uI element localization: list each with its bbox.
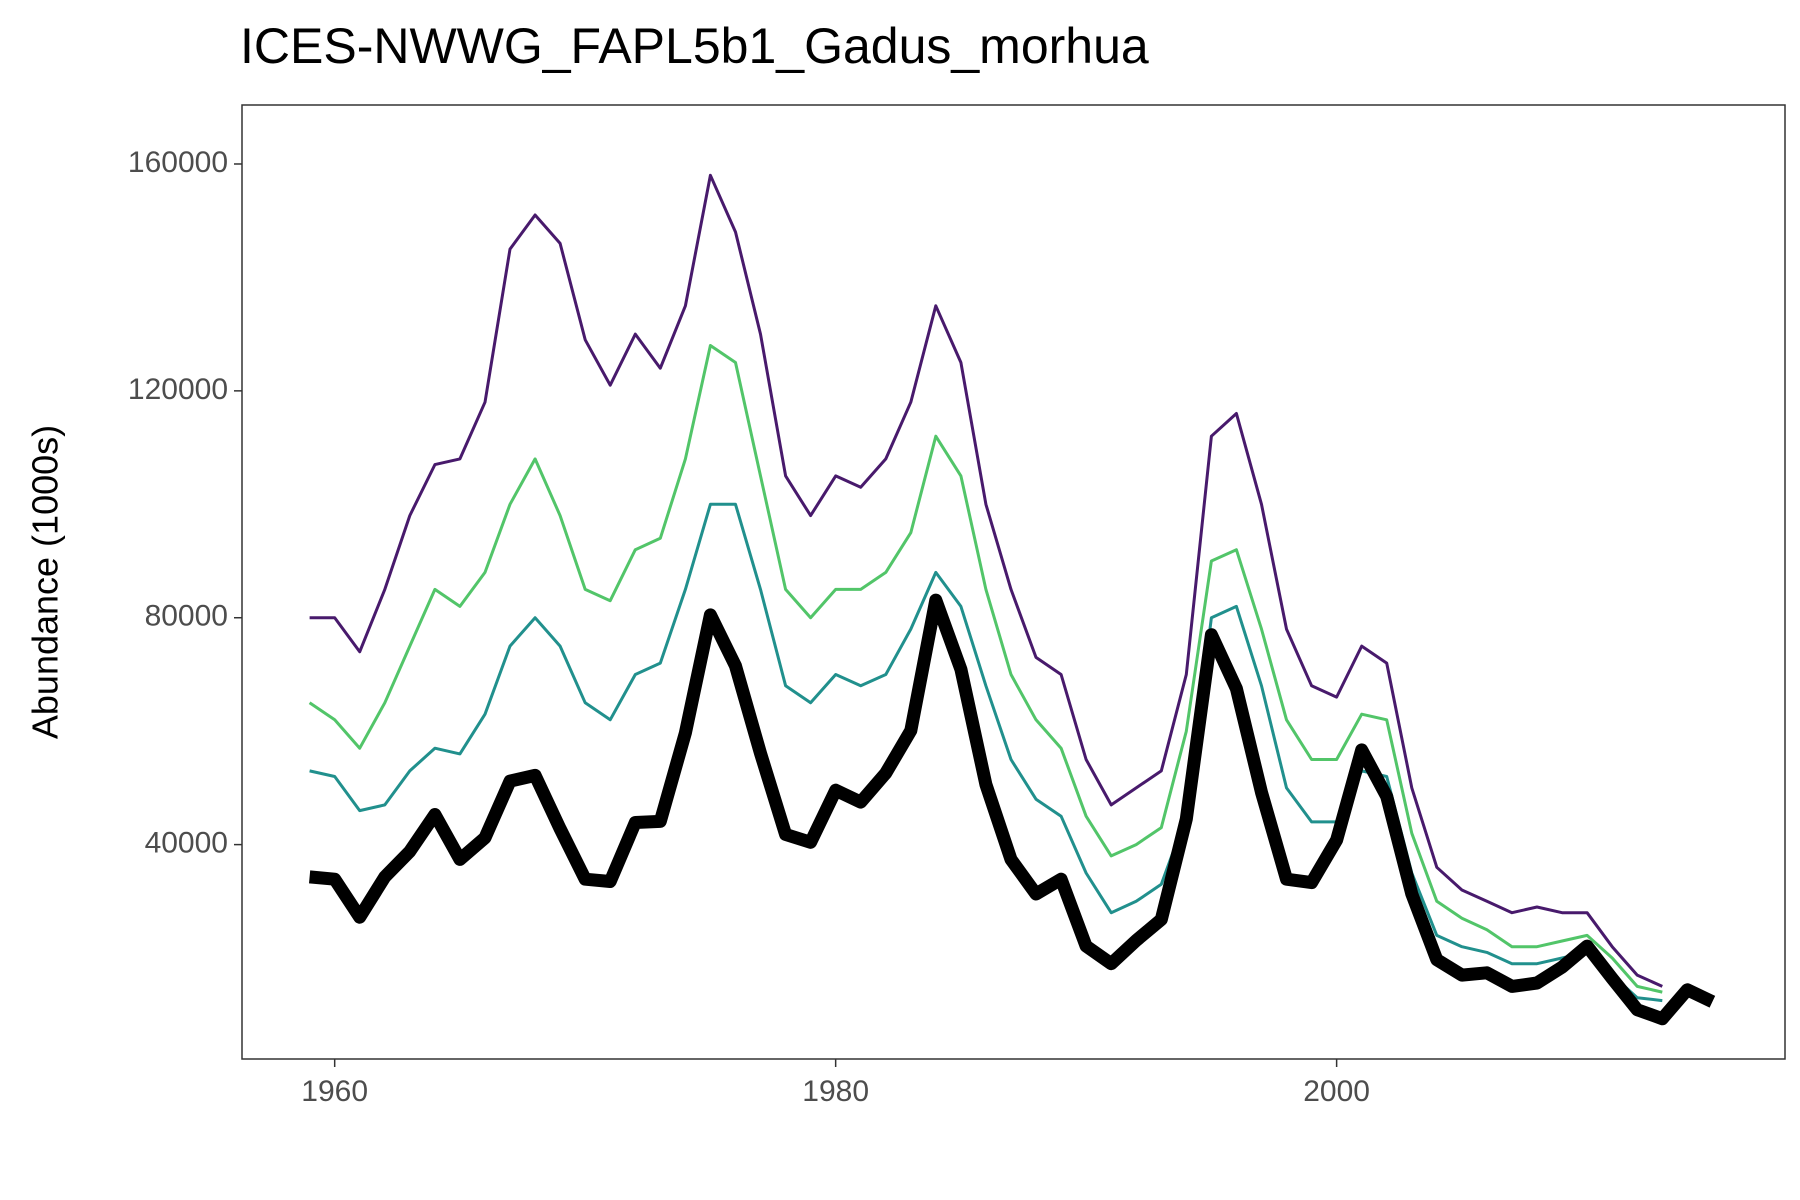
y-axis-label: Abundance (1000s) xyxy=(25,425,66,739)
y-tick-label: 80000 xyxy=(145,600,228,633)
simulation-line xyxy=(309,173,1663,988)
observed-line xyxy=(309,593,1716,1026)
y-tick-label: 40000 xyxy=(145,827,228,860)
panel-border xyxy=(241,104,1786,1060)
x-tick-label: 1960 xyxy=(301,1075,368,1108)
x-tick-label: 1980 xyxy=(802,1075,869,1108)
y-tick-label: 160000 xyxy=(128,146,228,179)
y-tick-label: 120000 xyxy=(128,373,228,406)
x-tick-label: 2000 xyxy=(1303,1075,1370,1108)
simulation-line xyxy=(309,502,1663,1003)
chart-title: ICES-NWWG_FAPL5b1_Gadus_morhua xyxy=(240,18,1149,74)
simulation-line xyxy=(308,344,1663,994)
